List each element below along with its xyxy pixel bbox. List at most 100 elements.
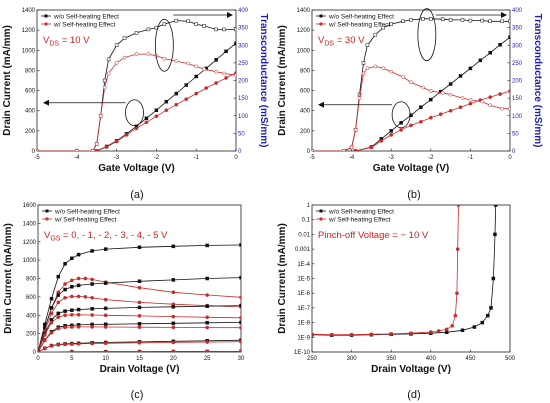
data-point — [137, 349, 142, 352]
data-point — [460, 328, 465, 333]
annotation-text: V — [43, 35, 50, 46]
data-point — [137, 285, 142, 290]
data-point — [90, 295, 94, 300]
data-point — [409, 331, 413, 336]
arrowhead-icon — [227, 12, 233, 18]
y-tick-label: 0.001 — [295, 247, 311, 253]
x-tick-label: -2 — [154, 155, 160, 161]
x-tick-label: -3 — [389, 155, 395, 161]
data-point — [63, 295, 67, 300]
data-point — [114, 139, 119, 144]
data-point — [508, 89, 510, 93]
data-point — [312, 332, 314, 337]
y-tick-label: 1E-8 — [297, 321, 310, 327]
data-point — [90, 149, 95, 151]
x-tick-label: 250 — [307, 356, 318, 362]
data-point — [63, 282, 67, 286]
y-tick-label: 800 — [26, 277, 37, 283]
y-axis-title: Drain Current (mA/mm) — [277, 25, 288, 136]
data-point — [171, 314, 176, 319]
legend-marker — [45, 209, 49, 213]
annotation-subscript: GS — [50, 236, 60, 243]
annotation-subscript: DS — [324, 41, 334, 48]
data-point — [428, 330, 433, 334]
data-point — [38, 350, 40, 352]
data-point — [194, 22, 198, 26]
data-point — [480, 18, 485, 23]
data-point — [114, 43, 119, 47]
data-point — [450, 324, 455, 328]
data-point — [458, 105, 463, 110]
data-point — [56, 274, 61, 279]
x-axis-title: Gate Voltage (V) — [98, 163, 175, 174]
data-point — [361, 61, 366, 65]
legend-entry: w/o Self-heating Effect — [328, 13, 394, 20]
y2-tick-label: 150 — [238, 96, 249, 102]
data-point — [409, 18, 413, 22]
y-tick-label: 200 — [25, 129, 36, 135]
data-point — [498, 92, 502, 96]
data-point — [103, 349, 108, 352]
data-point — [90, 249, 94, 253]
data-point — [419, 119, 423, 124]
data-point — [83, 295, 88, 299]
data-point — [42, 333, 47, 337]
data-point — [453, 313, 458, 318]
annotation: VDS = 10 V — [43, 35, 90, 48]
data-point — [493, 205, 498, 207]
data-point — [488, 95, 493, 99]
legend-marker — [319, 209, 323, 213]
legend-entry: w/ Self-heating Effect — [328, 21, 390, 28]
annotation-text: Pinch-off Voltage = − 10 V — [318, 230, 429, 241]
data-point — [42, 338, 47, 343]
data-point — [90, 341, 94, 346]
legend-entry: w/ Self-heating Effect — [328, 216, 390, 223]
y-tick-label: 1000 — [297, 48, 311, 54]
data-point — [162, 22, 167, 26]
data-point — [205, 243, 209, 248]
y-tick-label: 0 — [32, 149, 36, 155]
data-point — [429, 97, 433, 102]
y-tick-label: 200 — [300, 129, 311, 135]
y2-tick-label: 300 — [512, 43, 523, 49]
data-point — [456, 205, 461, 207]
data-point — [63, 262, 67, 266]
y-tick-label: 800 — [300, 68, 311, 74]
series-line-wo-self-heating — [355, 36, 510, 151]
data-point — [171, 325, 176, 330]
x-tick-label: -4 — [74, 155, 80, 161]
annotation-text: = 0, - 1, - 2, - 3, - 4, - 5 V — [60, 230, 168, 241]
x-tick-label: 450 — [465, 356, 476, 362]
y2-tick-label: 250 — [238, 61, 249, 67]
data-point — [224, 76, 228, 80]
y-tick-label: 200 — [26, 332, 37, 338]
data-point — [63, 342, 67, 347]
y-tick-label: 0.01 — [298, 232, 310, 238]
panel-label: (c) — [131, 389, 144, 401]
data-point — [361, 71, 366, 76]
data-point — [480, 99, 485, 104]
data-point — [171, 305, 176, 309]
data-point — [83, 276, 88, 281]
data-point — [171, 321, 176, 326]
data-point — [458, 74, 463, 78]
data-point — [460, 18, 465, 22]
data-point — [202, 24, 206, 28]
y-tick-label: 0.1 — [302, 218, 311, 224]
legend-entry: w/ Self-heating Effect — [53, 21, 115, 28]
series-group — [312, 205, 498, 337]
y-tick-label: 800 — [25, 68, 36, 74]
annotation-text: = 30 V — [334, 35, 365, 46]
data-point — [90, 277, 94, 282]
data-point — [49, 306, 54, 310]
data-point — [102, 85, 107, 90]
data-point — [171, 349, 176, 352]
y2-tick-label: 100 — [512, 114, 523, 120]
data-point — [373, 64, 378, 69]
y2-tick-label: 50 — [238, 131, 245, 137]
x-tick-label: 0 — [36, 356, 40, 362]
series-group — [37, 18, 236, 151]
data-point — [76, 307, 81, 312]
data-point — [164, 108, 169, 113]
data-point — [186, 61, 191, 66]
